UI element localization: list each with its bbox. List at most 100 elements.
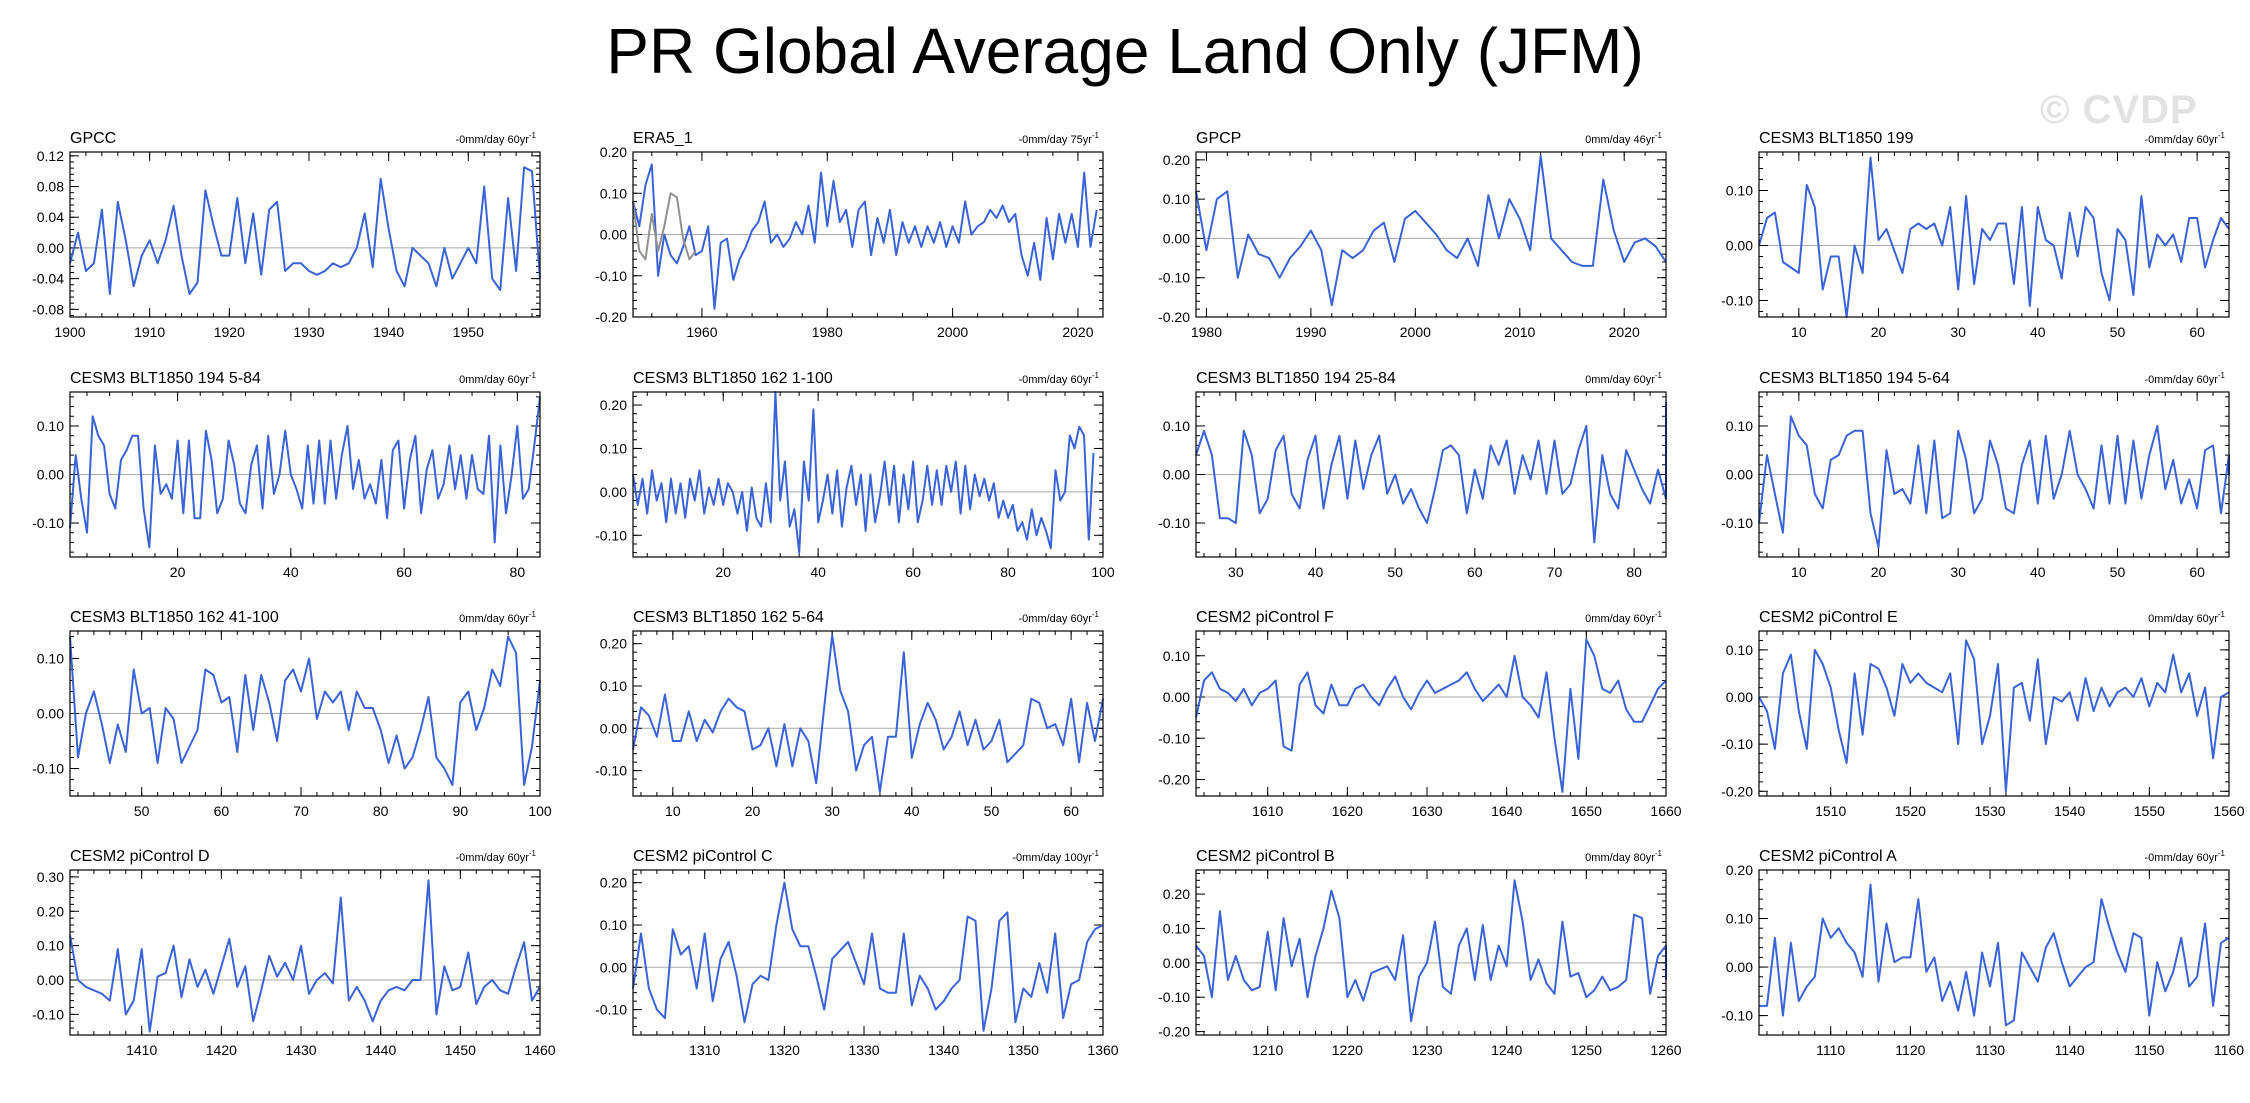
x-tick-label: 50 — [984, 803, 1000, 819]
y-tick-label: 0.10 — [600, 917, 627, 933]
series-line — [1758, 156, 2230, 318]
trend-exponent: -1 — [1655, 610, 1663, 619]
y-tick-label: 0.10 — [1163, 920, 1190, 936]
panel-trend-label: -0mm/day 60yr-1 — [456, 849, 537, 864]
y-tick-label: 0.00 — [37, 240, 64, 256]
panel-trend-label: 0mm/day 60yr-1 — [1585, 371, 1662, 386]
x-tick-label: 20 — [170, 564, 186, 580]
chart-panel: CESM2 piControl C -0mm/day 100yr-1 -0.10 0.… — [595, 848, 1119, 1058]
plot-frame — [1758, 630, 2230, 797]
plot-frame — [69, 630, 541, 797]
x-tick-label: 1230 — [1411, 1042, 1442, 1058]
plot-frame — [632, 630, 1104, 797]
x-tick-label: 60 — [2189, 324, 2205, 340]
chart-panel: CESM2 piControl A -0mm/day 60yr-1 -0.10 0.0… — [1721, 848, 2244, 1058]
y-tick-label: -0.10 — [1158, 515, 1190, 531]
panel-trend-label: -0mm/day 60yr-1 — [2145, 371, 2226, 386]
cvdp-watermark: © CVDP — [2040, 88, 2198, 132]
x-tick-label: 30 — [1950, 564, 1966, 580]
x-tick-label: 1930 — [293, 324, 324, 340]
panel-trend-label: 0mm/day 60yr-1 — [2148, 610, 2225, 625]
x-tick-label: 1910 — [134, 324, 165, 340]
x-tick-label: 1130 — [1975, 1042, 2005, 1058]
y-tick-label: 0.12 — [37, 148, 64, 164]
x-tick-label: 1660 — [1650, 803, 1681, 819]
trend-value: 0mm/day 60yr — [459, 613, 529, 625]
x-tick-label: 20 — [1871, 324, 1887, 340]
x-tick-label: 1610 — [1252, 803, 1283, 819]
trend-value: 0mm/day 80yr — [1585, 852, 1655, 864]
x-tick-label: 1960 — [686, 324, 717, 340]
x-tick-label: 1950 — [453, 324, 484, 340]
x-tick-label: 40 — [904, 803, 920, 819]
x-tick-label: 1150 — [2134, 1042, 2164, 1058]
trend-value: 0mm/day 60yr — [459, 374, 529, 386]
trend-exponent: -1 — [529, 131, 537, 140]
chart-panel: GPCP 0mm/day 46yr-1 -0.20 -0.10 0.00 0.10 0.20… — [1158, 130, 1667, 340]
panel-trend-label: -0mm/day 60yr-1 — [456, 131, 537, 146]
x-tick-label: 50 — [2110, 564, 2126, 580]
y-tick-label: -0.10 — [32, 761, 64, 777]
y-tick-label: 0.10 — [600, 185, 627, 201]
x-tick-label: 20 — [1871, 564, 1887, 580]
series-line — [632, 163, 1098, 310]
plot-frame — [1195, 391, 1667, 558]
trend-exponent: -1 — [529, 610, 537, 619]
y-tick-label: 0.00 — [1726, 959, 1753, 975]
y-tick-label: 0.08 — [37, 179, 64, 195]
y-tick-label: 0.00 — [1163, 689, 1190, 705]
y-tick-label: -0.20 — [1158, 1024, 1190, 1040]
trend-value: 0mm/day 60yr — [1585, 613, 1655, 625]
plot-frame — [632, 391, 1104, 558]
x-tick-label: 1980 — [1191, 324, 1222, 340]
x-tick-label: 60 — [2189, 564, 2205, 580]
x-tick-label: 1980 — [812, 324, 843, 340]
x-tick-label: 1340 — [928, 1042, 959, 1058]
y-tick-label: 0.10 — [37, 651, 64, 667]
plot-frame — [1195, 630, 1667, 797]
x-tick-label: 100 — [1091, 564, 1115, 580]
series-line — [1195, 879, 1667, 1023]
y-tick-label: 0.00 — [1163, 230, 1190, 246]
panel-title: CESM3 BLT1850 194 25-84 — [1196, 370, 1396, 387]
y-tick-label: 0.00 — [600, 484, 627, 500]
trend-value: -0mm/day 60yr — [456, 134, 530, 146]
x-tick-label: 1220 — [1332, 1042, 1363, 1058]
trend-exponent: -1 — [2218, 849, 2226, 858]
x-tick-label: 2000 — [937, 324, 968, 340]
x-tick-label: 1330 — [848, 1042, 879, 1058]
series-line — [69, 635, 541, 786]
panel-title: CESM3 BLT1850 199 — [1759, 130, 1914, 147]
trend-exponent: -1 — [2218, 610, 2226, 619]
x-tick-label: 20 — [715, 564, 731, 580]
y-tick-label: 0.04 — [37, 209, 64, 225]
panel-title: GPCC — [70, 130, 116, 147]
y-tick-label: 0.20 — [1163, 886, 1190, 902]
y-tick-label: 0.10 — [1726, 911, 1753, 927]
y-tick-label: -0.10 — [1721, 515, 1753, 531]
panel-trend-label: -0mm/day 60yr-1 — [2145, 849, 2226, 864]
series-line — [1195, 638, 1667, 793]
plot-frame — [632, 151, 1104, 318]
y-tick-label: 0.10 — [1726, 183, 1753, 199]
plot-frame — [1758, 869, 2230, 1036]
x-tick-label: 80 — [1000, 564, 1016, 580]
x-tick-label: 30 — [1228, 564, 1244, 580]
y-tick-label: -0.20 — [595, 309, 627, 325]
y-tick-label: 0.00 — [600, 227, 627, 243]
x-tick-label: 1320 — [769, 1042, 800, 1058]
y-tick-label: -0.20 — [1721, 783, 1753, 799]
trend-value: -0mm/day 60yr — [2145, 134, 2219, 146]
x-tick-label: 1360 — [1087, 1042, 1118, 1058]
plot-frame — [632, 869, 1104, 1036]
x-tick-label: 70 — [1547, 564, 1563, 580]
y-tick-label: 0.10 — [37, 938, 64, 954]
panel-title: CESM3 BLT1850 162 41-100 — [70, 609, 279, 626]
x-tick-label: 1520 — [1895, 803, 1926, 819]
y-tick-label: -0.10 — [32, 1006, 64, 1022]
series-line — [632, 881, 1104, 1032]
x-tick-label: 1650 — [1571, 803, 1602, 819]
panel-title: CESM2 piControl A — [1759, 848, 1897, 865]
y-tick-label: 0.00 — [1726, 689, 1753, 705]
trend-value: -0mm/day 60yr — [2145, 852, 2219, 864]
